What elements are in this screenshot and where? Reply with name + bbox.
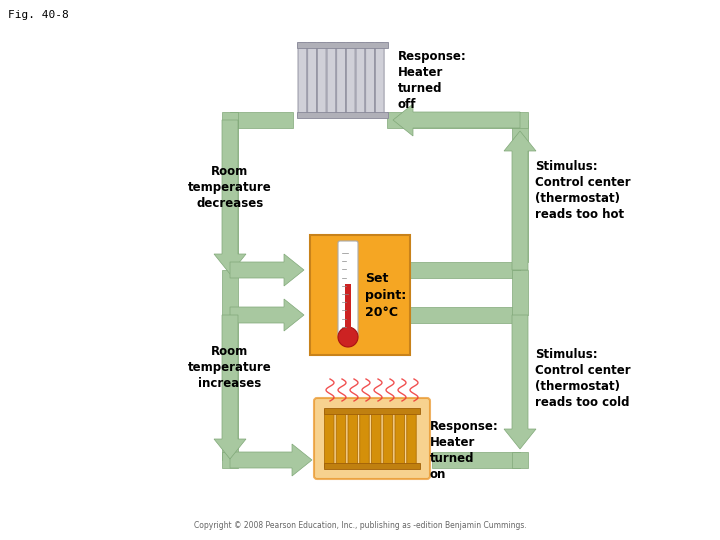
Text: Stimulus:
Control center
(thermostat)
reads too hot: Stimulus: Control center (thermostat) re… — [535, 160, 631, 221]
FancyArrow shape — [504, 131, 536, 270]
FancyBboxPatch shape — [366, 43, 374, 117]
Bar — [222, 452, 238, 468]
FancyBboxPatch shape — [327, 43, 336, 117]
FancyArrow shape — [393, 104, 520, 136]
FancyBboxPatch shape — [325, 409, 334, 468]
FancyArrow shape — [230, 444, 312, 476]
Text: Copyright © 2008 Pearson Education, Inc., publishing as -edition Benjamin Cummin: Copyright © 2008 Pearson Education, Inc.… — [194, 521, 526, 530]
FancyBboxPatch shape — [356, 43, 365, 117]
Bar — [432, 452, 520, 468]
Text: Stimulus:
Control center
(thermostat)
reads too cold: Stimulus: Control center (thermostat) re… — [535, 348, 631, 409]
Bar — [230, 112, 293, 128]
Bar — [512, 270, 528, 315]
FancyBboxPatch shape — [314, 398, 430, 479]
FancyBboxPatch shape — [372, 409, 381, 468]
FancyArrow shape — [214, 120, 246, 274]
FancyBboxPatch shape — [337, 43, 346, 117]
Text: Response:
Heater
turned
on: Response: Heater turned on — [430, 420, 499, 481]
FancyArrow shape — [214, 315, 246, 459]
FancyBboxPatch shape — [395, 409, 405, 468]
Bar — [324, 408, 420, 414]
Bar — [297, 42, 388, 48]
FancyBboxPatch shape — [407, 409, 416, 468]
Bar — [512, 112, 528, 128]
Text: Room
temperature
decreases: Room temperature decreases — [188, 165, 272, 210]
Text: Response:
Heater
turned
off: Response: Heater turned off — [398, 50, 467, 111]
FancyBboxPatch shape — [338, 241, 358, 337]
FancyBboxPatch shape — [310, 235, 410, 355]
Text: Room
temperature
increases: Room temperature increases — [188, 345, 272, 390]
FancyBboxPatch shape — [318, 43, 326, 117]
Bar — [222, 323, 238, 460]
FancyBboxPatch shape — [360, 409, 369, 468]
Bar — [387, 112, 520, 128]
FancyBboxPatch shape — [298, 43, 307, 117]
Bar — [222, 120, 238, 262]
Bar — [345, 285, 351, 339]
FancyBboxPatch shape — [348, 409, 357, 468]
Bar — [512, 120, 528, 262]
FancyBboxPatch shape — [307, 43, 316, 117]
FancyBboxPatch shape — [383, 409, 392, 468]
FancyBboxPatch shape — [375, 43, 384, 117]
FancyArrow shape — [230, 299, 304, 331]
Bar — [410, 307, 520, 323]
Text: Fig. 40-8: Fig. 40-8 — [8, 10, 68, 20]
FancyArrow shape — [504, 315, 536, 449]
FancyArrow shape — [230, 254, 304, 286]
Bar — [222, 112, 238, 128]
Text: Set
point:
20°C: Set point: 20°C — [365, 272, 406, 319]
Bar — [324, 463, 420, 469]
FancyBboxPatch shape — [346, 43, 355, 117]
Circle shape — [338, 327, 358, 347]
FancyBboxPatch shape — [336, 409, 346, 468]
Bar — [297, 112, 388, 118]
Bar — [222, 270, 238, 315]
Bar — [410, 262, 520, 278]
Bar — [512, 452, 528, 468]
